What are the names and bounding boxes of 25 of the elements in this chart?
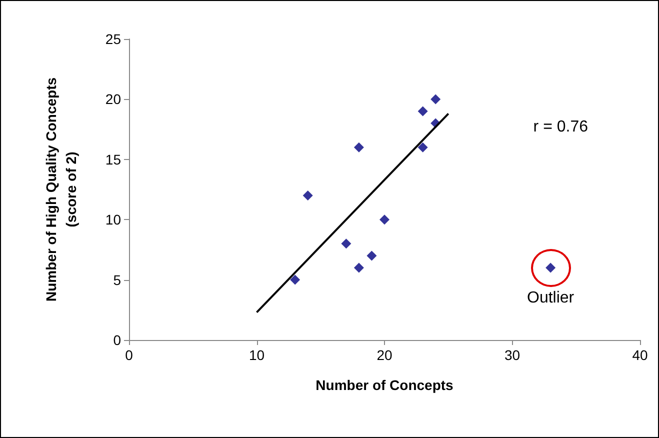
- point: [430, 94, 441, 104]
- y-tick-label: 15: [105, 151, 122, 168]
- annotation: r = 0.76: [533, 118, 588, 136]
- point: [302, 190, 313, 201]
- x-axis-title: Number of Concepts: [316, 377, 454, 393]
- y-tick-label: 5: [113, 272, 122, 288]
- x-tick-label: 20: [376, 347, 392, 363]
- y-axis-title: Number of High Quality Concepts (score of 2): [43, 77, 79, 302]
- x-tick-label: 10: [248, 347, 265, 363]
- x-tick-label: 40: [632, 347, 648, 363]
- y-tick-label: 20: [105, 91, 122, 108]
- point: [354, 142, 364, 152]
- y-tick-label: 10: [105, 212, 122, 228]
- y-tick-label: 25: [105, 31, 122, 47]
- point: [341, 238, 352, 249]
- point: [380, 214, 390, 225]
- annotation: Outlier: [527, 289, 575, 306]
- point: [418, 106, 428, 116]
- point: [290, 274, 300, 285]
- point: [418, 142, 428, 152]
- point: [366, 250, 377, 261]
- x-tick-label: 0: [125, 347, 134, 363]
- x-tick-label: 30: [504, 347, 520, 363]
- y-tick-label: 0: [113, 332, 122, 348]
- point: [354, 262, 364, 273]
